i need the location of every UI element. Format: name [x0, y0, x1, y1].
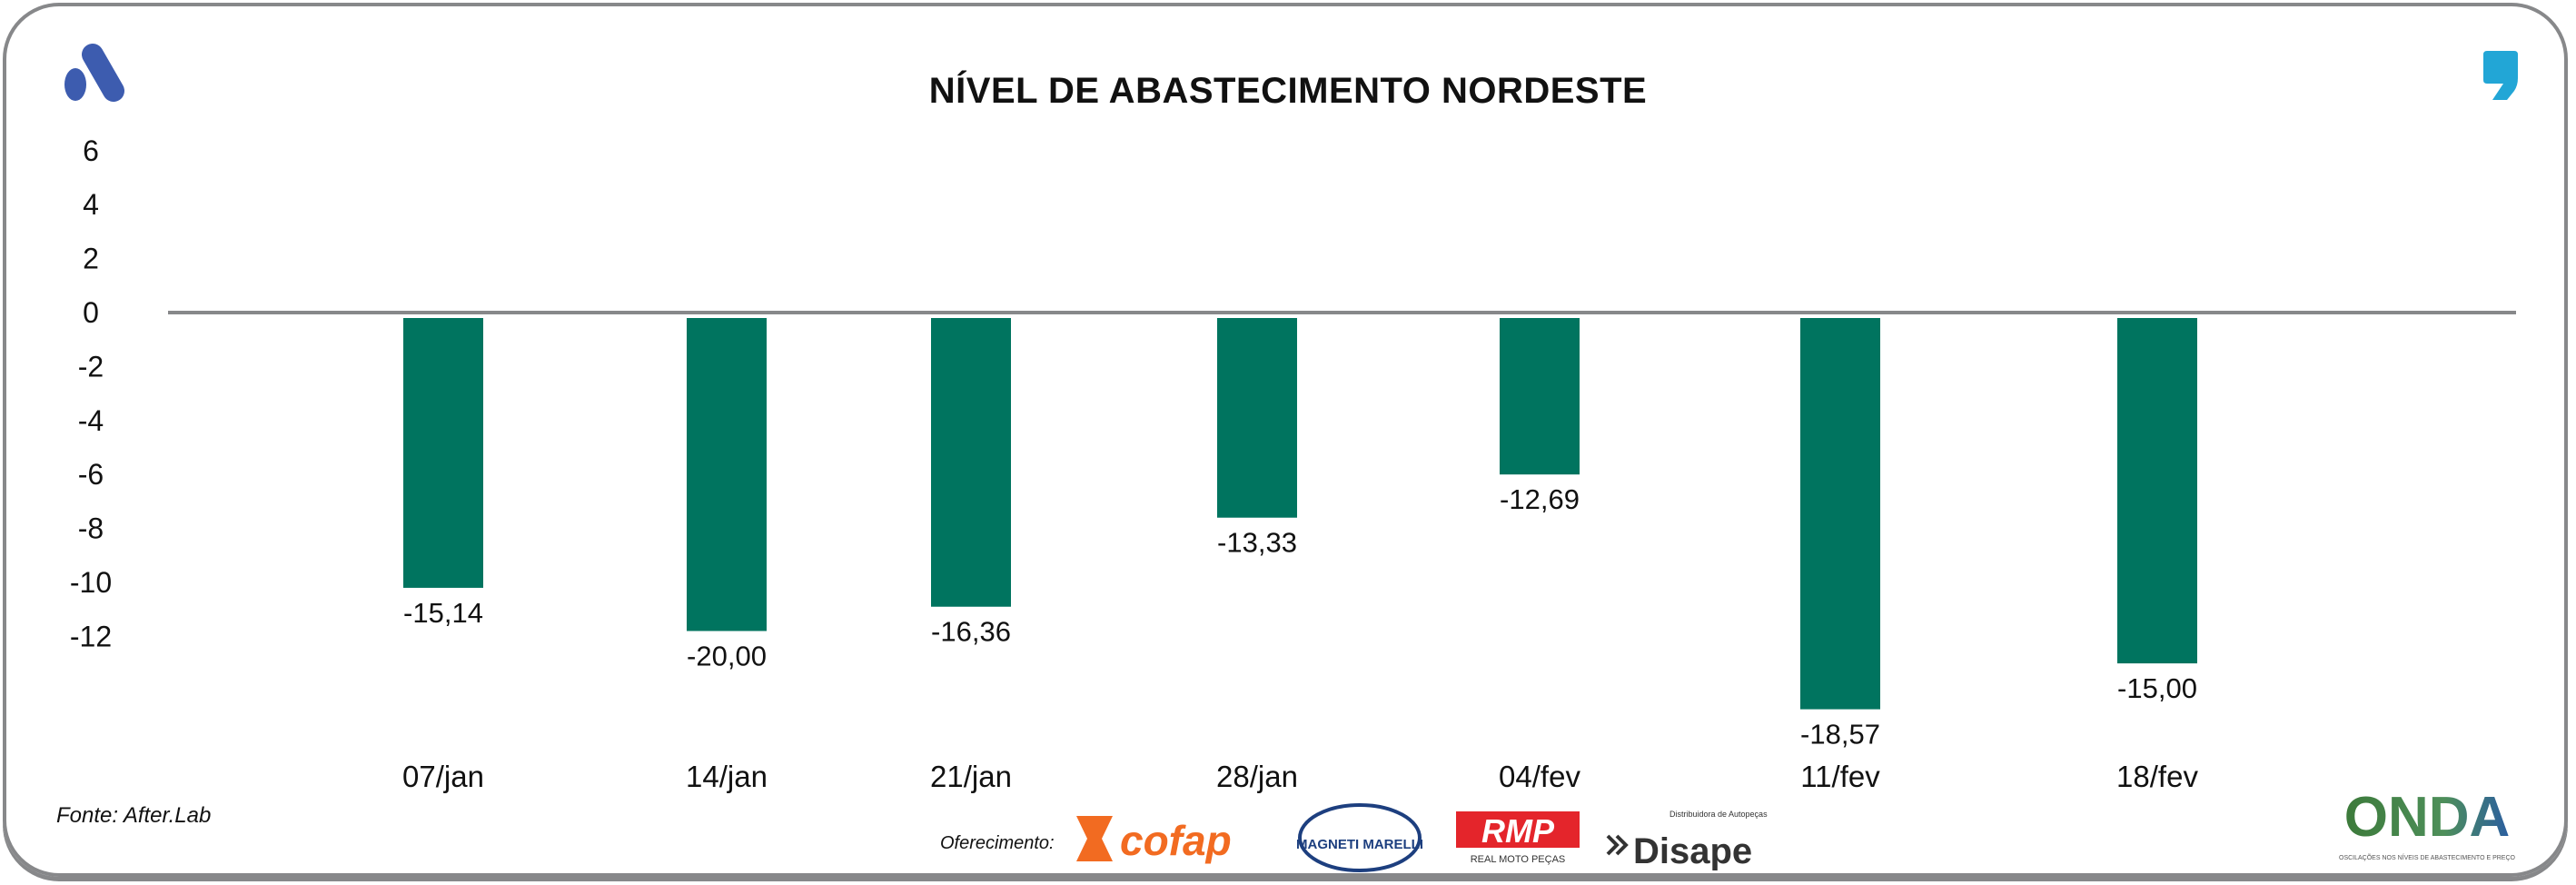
disape-logo: Distribuidora de Autopeças Disape: [1606, 809, 1788, 870]
bar: [1217, 318, 1297, 518]
onda-text: ONDA: [2344, 786, 2511, 849]
y-tick-label: -10: [70, 566, 112, 599]
magneti-text: MAGNETI MARELLI: [1297, 837, 1422, 852]
rmp-logo: RMP REAL MOTO PEÇAS: [1456, 811, 1583, 866]
y-tick-label: -12: [70, 620, 112, 652]
x-tick-label: 28/jan: [1216, 760, 1298, 793]
data-label: -13,33: [1217, 527, 1297, 559]
y-tick-label: -6: [78, 458, 104, 491]
bar: [2117, 318, 2197, 664]
bar: [687, 318, 767, 631]
bar: [1800, 318, 1880, 710]
y-tick-label: 0: [83, 296, 99, 329]
x-tick-label: 14/jan: [686, 760, 768, 793]
disape-text: Disape: [1633, 831, 1752, 870]
onda-logo: ONDA OSCILAÇÕES NOS NÍVEIS DE ABASTECIMEN…: [2334, 785, 2521, 863]
data-label: -16,36: [931, 616, 1011, 648]
source-note: Fonte: After.Lab: [56, 803, 212, 828]
disape-chevron-icon: [1606, 834, 1629, 856]
sponsor-label: Oferecimento:: [940, 833, 1055, 853]
y-tick-label: -4: [78, 404, 104, 437]
magneti-marelli-logo: MAGNETI MARELLI: [1297, 803, 1422, 872]
data-label: -15,14: [403, 597, 483, 629]
x-tick-label: 04/fev: [1499, 760, 1580, 793]
y-tick-label: 2: [83, 243, 99, 275]
bar: [403, 318, 483, 588]
disape-subtitle: Distribuidora de Autopeças: [1669, 810, 1768, 819]
x-tick-label: 11/fev: [1800, 760, 1880, 793]
y-tick-label: 4: [83, 188, 99, 221]
y-tick-label: -8: [78, 512, 104, 545]
y-tick-label: -2: [78, 350, 104, 383]
y-tick-label: 6: [83, 134, 99, 167]
data-label: -18,57: [1800, 719, 1880, 751]
x-tick-label: 18/fev: [2116, 760, 2198, 793]
x-tick-label: 21/jan: [930, 760, 1012, 793]
cofap-logo: cofap: [1076, 811, 1272, 866]
chart-title: NÍVEL DE ABASTECIMENTO NORDESTE: [928, 71, 1648, 111]
data-label: -20,00: [687, 640, 767, 671]
bar: [1500, 318, 1580, 475]
onda-subtitle: OSCILAÇÕES NOS NÍVEIS DE ABASTECIMENTO E…: [2339, 853, 2516, 861]
rmp-subtitle: REAL MOTO PEÇAS: [1471, 854, 1566, 865]
data-label: -15,00: [2117, 672, 2197, 704]
cofap-text: cofap: [1120, 817, 1232, 864]
bar: [931, 318, 1011, 607]
chart-frame: [3, 3, 2568, 877]
x-tick-label: 07/jan: [402, 760, 484, 793]
rmp-text: RMP: [1481, 812, 1555, 850]
data-label: -12,69: [1500, 483, 1580, 515]
